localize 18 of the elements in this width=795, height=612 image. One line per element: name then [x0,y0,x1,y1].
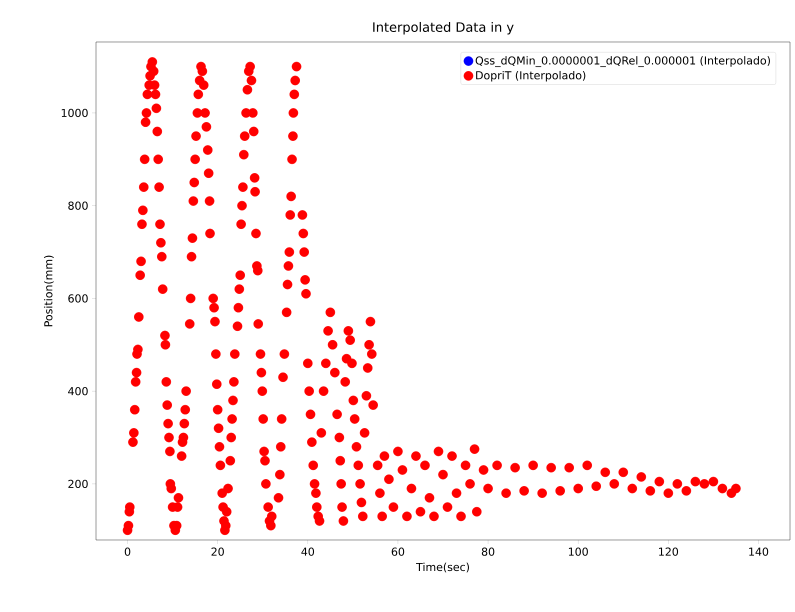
y-tick-label: 800 [68,202,88,210]
x-tick-label: 100 [568,548,588,556]
y-tick-label: 200 [68,480,88,488]
y-tick-label: 600 [68,294,88,303]
x-tick-label: 40 [301,548,314,556]
legend-label: Qss_dQMin_0.0000001_dQRel_0.000001 (Interpolado) [476,56,770,68]
y-tick-label: 1000 [62,108,88,118]
x-tick-label: 140 [749,548,768,556]
chart-title: Interpolated Data in y [373,22,514,34]
x-tick-label: 0 [124,548,130,556]
x-tick-label: 60 [392,548,404,556]
x-tick-label: 20 [212,548,224,556]
legend-label: DopriT (Interpolado) [476,70,586,82]
x-tick-label: 80 [482,548,494,556]
y-tick-label: 400 [68,387,88,396]
x-tick-label: 120 [659,548,678,556]
x-axis-title: Time(sec) [416,562,469,572]
y-axis-title: Position(mm) [44,256,54,326]
